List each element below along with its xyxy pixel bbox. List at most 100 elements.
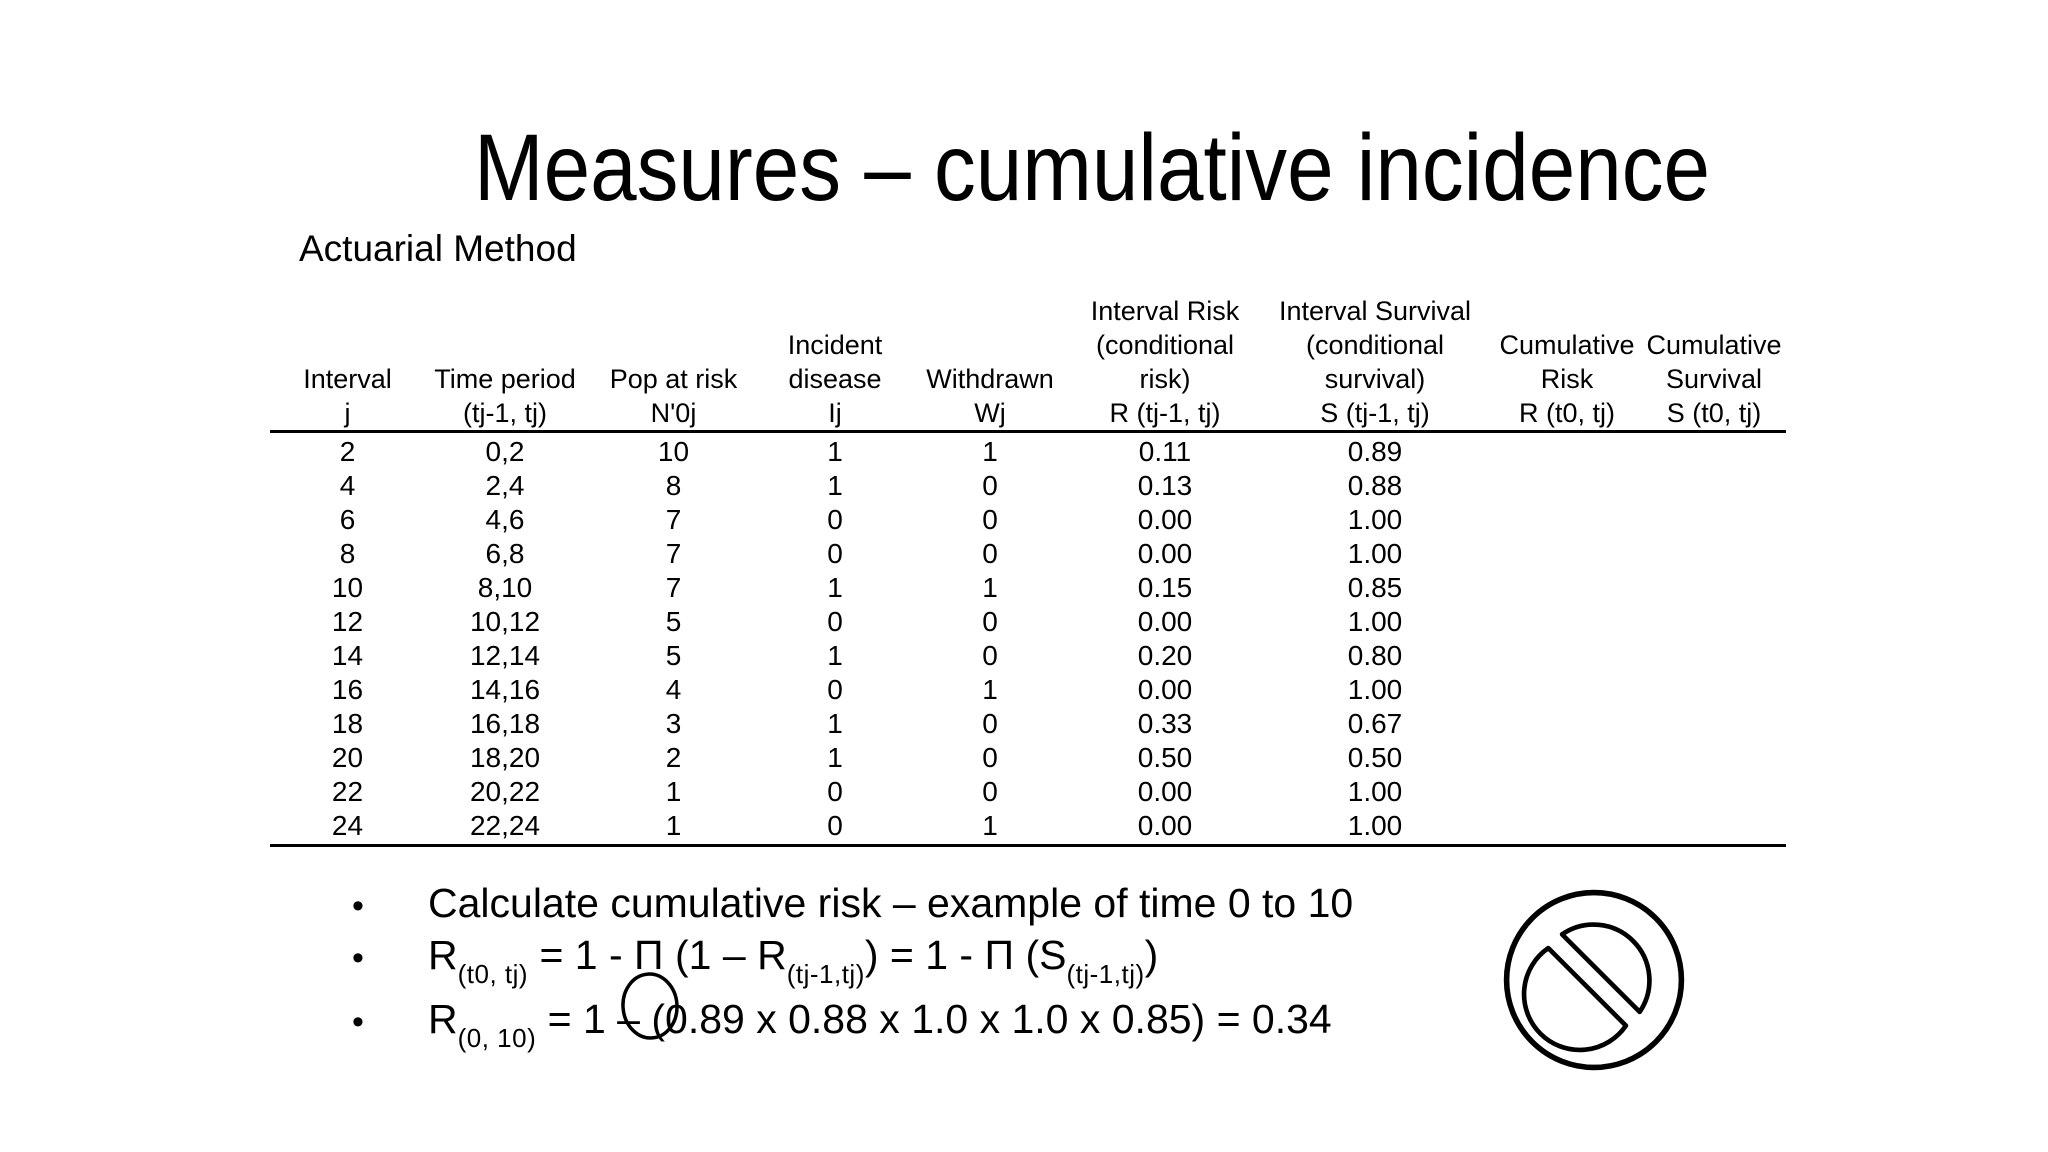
table-cell: 24 [331,810,364,841]
table-cell [1492,673,1642,707]
table-cell: 4,6 [485,504,525,535]
bullet-item: • R(0, 10) = 1 – (0.89 x 0.88 x 1.0 x 1.0… [352,994,1332,1063]
table-cell: 0 [982,470,998,501]
table-cell [1642,435,1786,469]
table-cell: 0.88 [1347,470,1403,501]
table-cell: 1.00 [1347,776,1403,807]
table-cell: 0 [982,708,998,739]
column-header: Pop at risk N'0j [609,364,738,428]
table-cell: 0.80 [1347,640,1403,671]
table-cell: 0.11 [1138,436,1192,467]
table-cell [1492,707,1642,741]
prohibition-icon [1503,889,1685,1071]
table-cell: 0 [827,674,843,705]
table-cell [1642,469,1786,503]
table-cell: 1.00 [1347,606,1403,637]
table-cell: 3 [665,708,682,739]
table-cell: 22,24 [469,810,541,841]
formula-subscript: (tj-1,tj) [1066,959,1145,989]
formula-subscript: (tj-1,tj) [786,959,865,989]
table-cell: 0 [982,776,998,807]
table-cell: 22 [331,776,364,807]
table-cell: 0.00 [1137,504,1193,535]
table-cell [1642,503,1786,537]
table-cell: 0 [827,810,843,841]
table-cell: 14 [331,640,364,671]
table-cell: 4 [339,470,356,501]
column-header: Interval Risk (conditional risk) R (tj-1, t… [1090,296,1240,428]
table-cell: 8 [665,470,682,501]
table-cell: 0.00 [1137,606,1193,637]
table-cell: 0 [827,504,843,535]
bullet-text: R [428,996,458,1042]
table-cell: 18 [331,708,364,739]
table-cell: 1.00 [1347,538,1403,569]
table-cell: 2 [665,742,682,773]
table-cell [1492,639,1642,673]
table-cell: 20,22 [469,776,541,807]
column-header: Cumulative Survival S (t0, tj) [1646,330,1782,428]
table-cell: 1 [827,640,843,671]
table-cell: 1.00 [1347,674,1403,705]
table-cell: 1 [665,810,682,841]
table-cell: 1 [827,572,843,603]
table-body: 2 0,2 10 1 1 0.11 0.89 4 2,4 8 1 0 0.13 0.88 6 4,6 7 0 0 0.… [270,433,1786,843]
table-cell: 8,10 [477,572,533,603]
table-cell [1492,571,1642,605]
table-rule-top [270,430,1786,433]
table-cell: 0.00 [1137,776,1193,807]
table-cell: 5 [665,640,682,671]
table-cell: 10 [657,436,690,467]
table-cell: 10 [331,572,364,603]
column-header: Time period (tj-1, tj) [434,364,576,428]
table-cell: 7 [665,572,682,603]
table-cell: 1 [982,572,998,603]
table-cell: 1 [982,674,998,705]
table-cell: 0.89 [1347,436,1403,467]
table-cell: 0.50 [1137,742,1193,773]
bullet-item: • Calculate cumulative risk – example of … [352,878,1353,931]
table-cell: 7 [665,538,682,569]
table-cell: 1 [827,742,843,773]
slide-subtitle: Actuarial Method [299,228,577,269]
table-cell: 0 [982,640,998,671]
page-title: Measures – cumulative incidence [473,115,1711,221]
table-cell [1492,605,1642,639]
table-cell [1642,537,1786,571]
table-cell: 12,14 [469,640,541,671]
table-cell: 1.00 [1347,504,1403,535]
table-cell [1492,435,1642,469]
column-header: Interval j [303,364,392,428]
table-cell [1642,809,1786,843]
bullet-marker: • [352,1003,364,1041]
table-cell: 0.85 [1347,572,1403,603]
table-cell [1642,775,1786,809]
table-cell: 2 [339,436,356,467]
table-cell: 0.00 [1137,810,1193,841]
table-cell: 6 [339,504,356,535]
bullet-text: R [428,932,458,978]
actuarial-table: Interval j Time period (tj-1, tj) Pop at ris… [270,293,1786,847]
formula-subscript: (t0, tj) [457,959,529,989]
table-cell [1492,741,1642,775]
table-cell [1492,469,1642,503]
bullet-text: ) [1144,932,1159,978]
table-cell [1492,775,1642,809]
bullet-marker: • [352,887,364,925]
table-cell: 0 [827,606,843,637]
table-cell [1642,707,1786,741]
table-cell [1642,571,1786,605]
table-cell: 0.67 [1347,708,1403,739]
hand-drawn-ellipse-annotation [621,972,679,1040]
table-cell: 7 [665,504,682,535]
column-header: Cumulative Risk R (t0, tj) [1499,330,1635,428]
table-rule-bottom [270,844,1786,847]
table-cell: 16 [331,674,364,705]
table-cell: 1 [827,470,843,501]
table-cell: 0 [982,504,998,535]
bullet-text: Calculate cumulative risk – example of t… [428,880,1354,926]
table-cell: 0.13 [1137,470,1193,501]
table-cell [1492,809,1642,843]
table-cell: 6,8 [485,538,525,569]
table-cell: 0 [827,538,843,569]
